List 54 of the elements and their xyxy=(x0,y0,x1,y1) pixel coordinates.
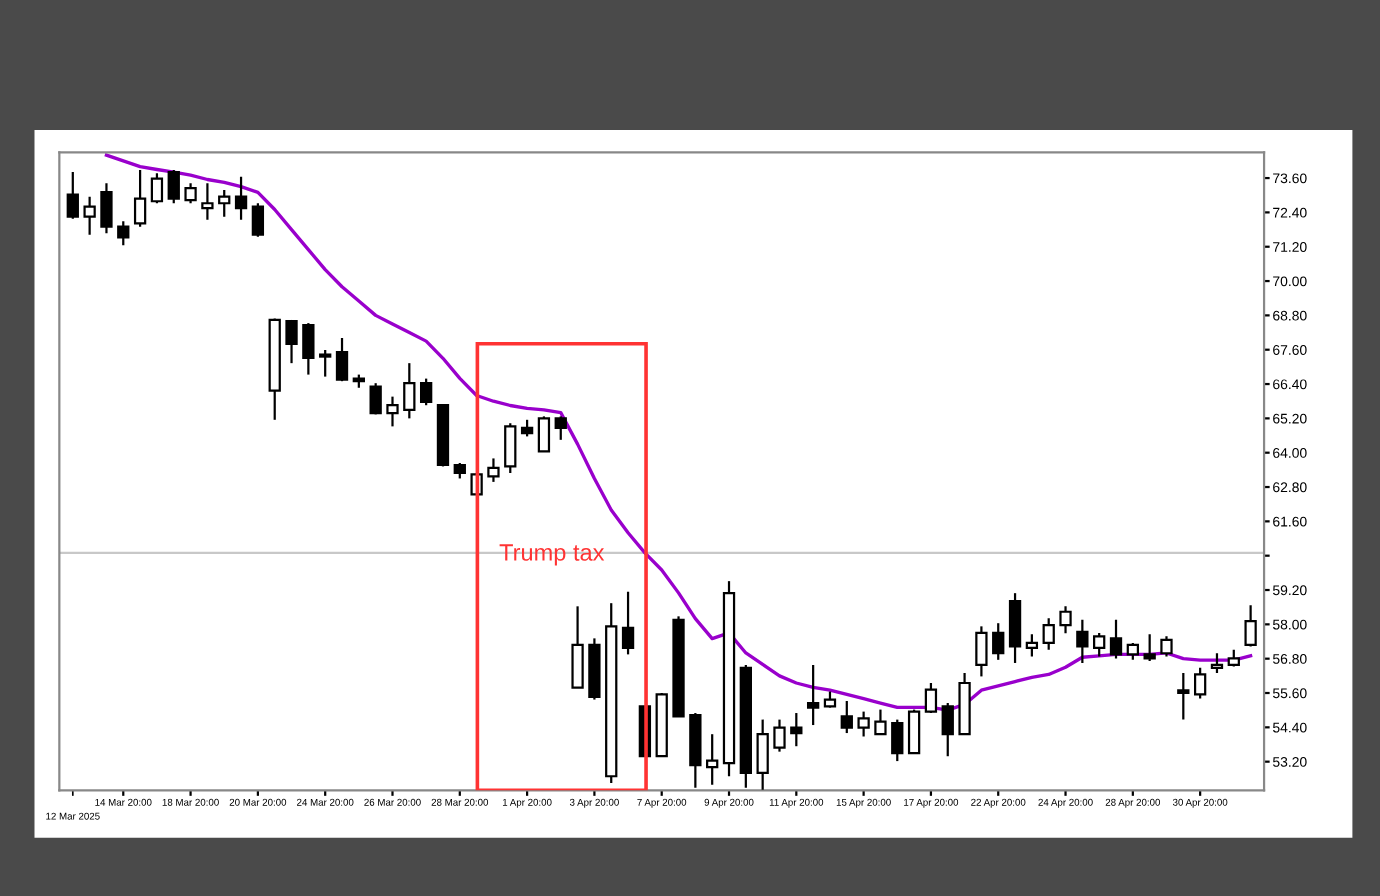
candlestick xyxy=(369,382,382,416)
candlestick xyxy=(504,422,517,475)
candlestick xyxy=(1093,631,1106,658)
candlestick xyxy=(335,336,349,383)
candlestick xyxy=(201,182,214,221)
candlestick xyxy=(167,168,180,205)
candlestick xyxy=(386,395,399,428)
candlestick xyxy=(1193,666,1207,700)
candlestick xyxy=(756,718,769,791)
candlestick xyxy=(100,182,113,235)
candlestick xyxy=(83,195,96,236)
candlestick xyxy=(1109,618,1123,660)
candlestick xyxy=(1244,604,1257,648)
candlestick xyxy=(941,701,954,758)
candlestick xyxy=(319,348,332,378)
candlestick xyxy=(1210,652,1224,675)
candlestick xyxy=(1059,605,1072,635)
annotation: Trump tax xyxy=(499,544,605,566)
candlestick xyxy=(234,175,248,221)
candlestick xyxy=(487,457,500,483)
candlestick xyxy=(992,622,1005,661)
candlestick xyxy=(117,220,130,247)
candlestick xyxy=(773,718,786,753)
candlestick xyxy=(891,718,904,763)
candlestick xyxy=(1025,633,1039,658)
candlestick xyxy=(706,733,719,786)
candlestick xyxy=(1143,633,1156,663)
candlestick xyxy=(554,415,567,441)
candlestick xyxy=(907,708,921,755)
candlestick xyxy=(840,699,853,735)
candlestick xyxy=(302,322,315,376)
candlestick xyxy=(975,625,988,678)
candlestick xyxy=(857,710,870,738)
candlestick xyxy=(419,377,433,407)
candlestick xyxy=(537,415,551,453)
candlestick xyxy=(403,362,416,420)
candlestick xyxy=(806,663,820,727)
candlestick xyxy=(1177,671,1190,721)
candlestick xyxy=(874,708,887,736)
candlestick xyxy=(790,711,803,748)
candlestick xyxy=(1008,592,1022,665)
candlestick xyxy=(184,182,197,205)
candlestick xyxy=(571,605,584,689)
candlestick xyxy=(621,590,635,656)
candlestick xyxy=(1160,635,1173,658)
candlestick xyxy=(251,202,265,238)
candlestick xyxy=(1042,617,1055,651)
candlestick xyxy=(133,168,147,228)
candlestick xyxy=(218,188,231,218)
candlestick xyxy=(66,170,79,220)
candlestick xyxy=(924,681,938,715)
candlestick xyxy=(285,318,298,365)
candlestick xyxy=(150,172,164,205)
candlestick xyxy=(1076,618,1089,665)
